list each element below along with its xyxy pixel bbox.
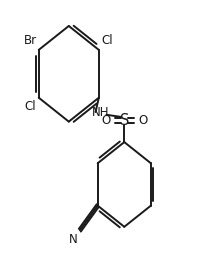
Text: Br: Br (24, 34, 37, 47)
Text: Cl: Cl (24, 100, 36, 113)
Text: O: O (101, 114, 110, 127)
Text: NH: NH (91, 105, 109, 119)
Text: O: O (137, 114, 147, 127)
Text: Cl: Cl (101, 34, 113, 47)
Text: S: S (119, 113, 128, 128)
Text: N: N (68, 233, 77, 246)
